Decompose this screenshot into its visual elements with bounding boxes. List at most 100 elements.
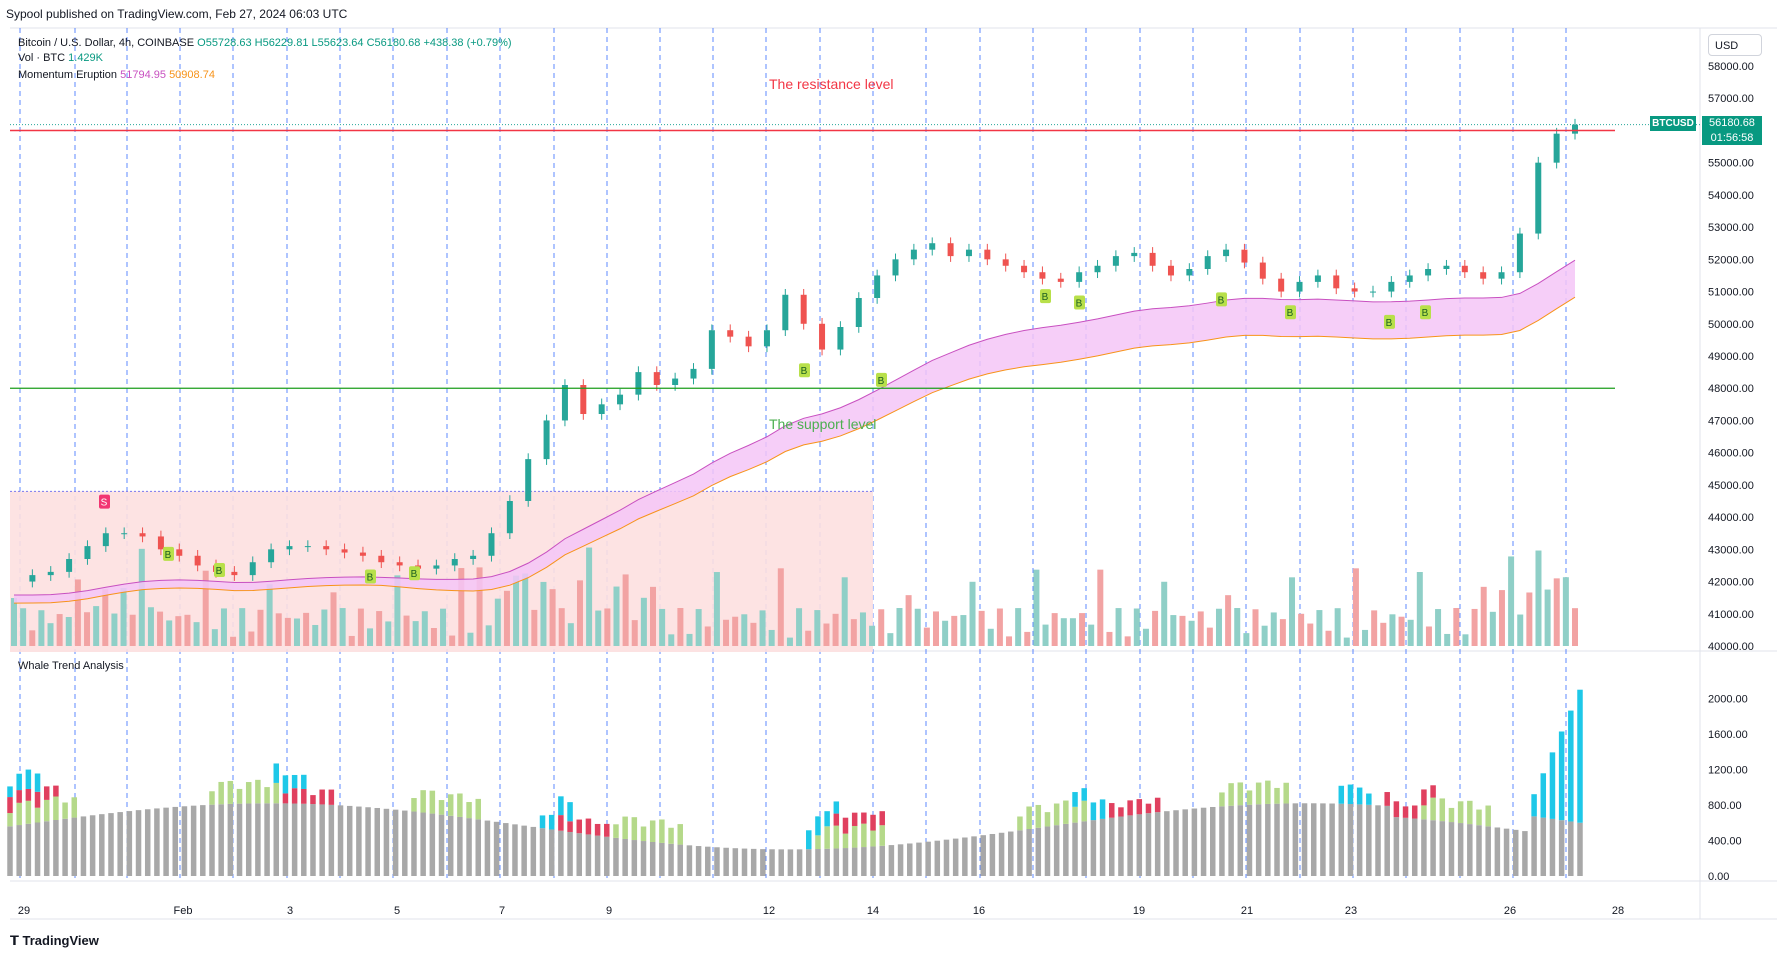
whale-bar-cyan <box>539 815 546 829</box>
whale-bar-grey <box>1127 815 1133 876</box>
volume-bar <box>275 613 282 646</box>
volume-bar <box>1380 622 1387 646</box>
whale-bar-grey <box>870 846 876 876</box>
whale-axis-tick: 0.00 <box>1708 871 1729 883</box>
volume-bar <box>293 618 300 646</box>
whale-bar-cyan <box>1577 689 1583 823</box>
whale-bar-grey <box>1448 822 1455 876</box>
whale-bar-red <box>1118 807 1124 817</box>
volume-bar <box>312 624 319 646</box>
whale-bar-green <box>25 800 32 824</box>
volume-bar <box>348 635 355 646</box>
whale-axis-tick: 2000.00 <box>1708 694 1748 706</box>
candle-body <box>617 394 624 405</box>
volume-bar <box>1215 608 1222 646</box>
volume-bar <box>576 580 583 646</box>
whale-bar-grey <box>411 811 417 876</box>
whale-bar-grey <box>71 817 78 876</box>
whale-bar-grey <box>714 847 720 876</box>
buy-signal-badge <box>1216 292 1227 307</box>
whale-legend: Whale Trend Analysis <box>18 660 124 672</box>
whale-bar-grey <box>548 829 555 876</box>
whale-bar-red <box>43 786 50 800</box>
volume-bar <box>978 610 985 646</box>
volume-bar <box>805 630 812 646</box>
volume-bar <box>768 629 775 646</box>
volume-bar <box>796 608 803 646</box>
whale-bar-grey <box>420 812 426 876</box>
volume-bar <box>339 608 346 646</box>
volume-bar <box>1362 629 1369 646</box>
whale-bar-red <box>861 812 867 824</box>
whale-bar-grey <box>1265 803 1271 876</box>
volume-bar <box>129 614 136 646</box>
volume-bar <box>102 589 109 646</box>
volume-bar <box>987 628 994 646</box>
whale-bar-grey <box>1421 819 1427 876</box>
volume-bar <box>1179 615 1186 646</box>
candle-body <box>1516 233 1523 273</box>
whale-bar-grey <box>475 819 481 876</box>
volume-bar <box>1234 608 1241 646</box>
candle-body <box>763 330 770 347</box>
whale-bar-grey <box>80 816 87 876</box>
whale-bar-grey <box>1577 822 1583 876</box>
whale-bar-cyan <box>1531 794 1537 817</box>
candle-body <box>341 549 348 553</box>
whale-bar-green <box>16 802 22 826</box>
whale-bar-red <box>53 785 59 797</box>
candle-body <box>1480 272 1487 279</box>
whale-axis-tick: 400.00 <box>1708 836 1742 848</box>
volume-bar <box>613 586 620 646</box>
whale-bar-green <box>1026 806 1032 830</box>
whale-bar-grey <box>200 805 206 876</box>
candle-body <box>488 533 495 556</box>
currency-button[interactable]: USD <box>1708 34 1762 56</box>
volume-bar <box>905 595 912 646</box>
candle-body <box>1296 281 1303 292</box>
volume-bar <box>750 622 757 646</box>
whale-bar-grey <box>1053 825 1060 876</box>
whale-bar-cyan <box>1072 792 1078 807</box>
volume-bar <box>1416 572 1423 646</box>
candle-body <box>268 549 275 563</box>
time-axis-label: 23 <box>1345 905 1357 917</box>
whale-bar-grey <box>1558 820 1565 876</box>
whale-bar-cyan <box>1366 793 1372 805</box>
whale-bar-green <box>1476 809 1482 826</box>
volume-bar <box>1371 610 1378 646</box>
whale-bar-green <box>1255 782 1262 805</box>
whale-bar-red <box>16 790 22 803</box>
buy-signal-badge <box>1040 289 1051 304</box>
volume-bar <box>1152 610 1159 646</box>
volume-bar <box>704 626 711 646</box>
whale-bar-green <box>631 817 638 841</box>
volume-bar <box>741 614 748 646</box>
whale-bar-grey <box>851 847 858 876</box>
volume-bar <box>65 617 72 646</box>
buy-signal-text: B <box>1287 308 1294 319</box>
volume-bar <box>951 615 958 646</box>
volume-bar <box>1079 613 1086 646</box>
whale-bar-green <box>833 825 840 849</box>
whale-bar-grey <box>34 822 41 876</box>
volume-bar <box>1197 611 1204 646</box>
candle-body <box>359 552 366 556</box>
whale-bar-grey <box>117 812 123 876</box>
tradingview-logo[interactable]: 𝗧 TradingView <box>10 933 99 949</box>
time-axis-label: 14 <box>867 905 879 917</box>
volume-bar <box>321 609 328 646</box>
volume-bar <box>650 586 657 646</box>
volume-bar <box>485 625 492 646</box>
whale-bar-grey <box>962 837 968 876</box>
whale-bar-red <box>833 813 840 826</box>
whale-bar-grey <box>301 803 307 876</box>
whale-bar-red <box>25 788 32 801</box>
price-axis-tick: 50000.00 <box>1708 319 1754 331</box>
volume-bar <box>1252 609 1259 646</box>
whale-bar-grey <box>493 821 500 876</box>
whale-bar-grey <box>346 805 353 876</box>
whale-bar-grey <box>1292 803 1299 876</box>
time-axis-label: 26 <box>1504 905 1516 917</box>
